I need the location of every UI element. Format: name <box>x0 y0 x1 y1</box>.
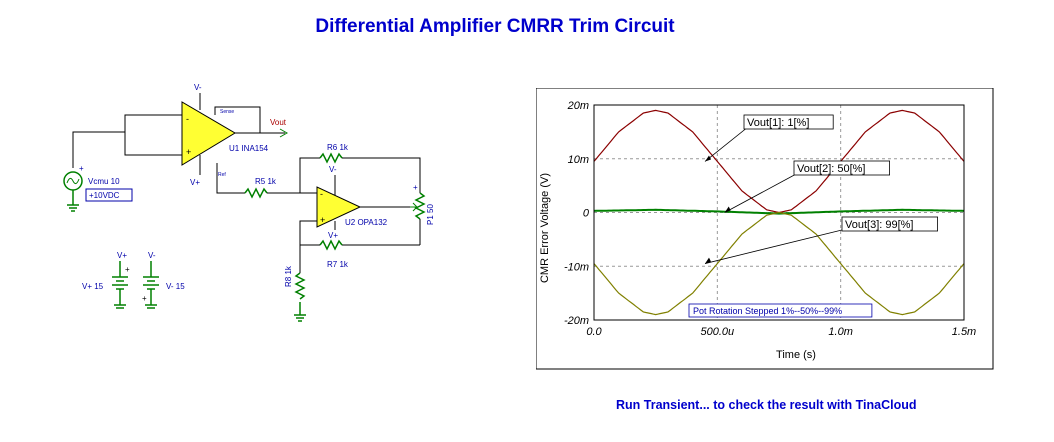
svg-text:-: - <box>186 114 189 124</box>
plot-area <box>593 104 965 321</box>
r6-label: R6 1k <box>327 143 349 152</box>
u1-ref: Ref <box>218 172 226 178</box>
vpos-label: V+ <box>117 251 127 260</box>
footer-link[interactable]: Run Transient... to check the result wit… <box>616 398 917 412</box>
y-tick-label: -20m <box>564 315 589 327</box>
series-leader-1 <box>704 126 749 162</box>
pot-rotation-label: Pot Rotation Stepped 1%--50%--99% <box>693 306 842 316</box>
p1-label: P1 50 <box>426 204 435 225</box>
r6[interactable] <box>319 152 343 164</box>
u1-opamp[interactable] <box>181 101 236 166</box>
u1-vminus: V- <box>194 83 202 92</box>
series-label-box-1 <box>743 114 834 130</box>
svg-text:+: + <box>186 147 191 157</box>
vout-label: Vout <box>270 118 287 127</box>
series-label-1: Vout[1]: 1[%] <box>747 117 809 129</box>
vcm-label: Vcmu 10 <box>88 177 120 186</box>
y-axis-label: CMR Error Voltage (V) <box>539 173 551 283</box>
series-label-box-2 <box>793 160 890 176</box>
vneg-label: V- <box>148 251 156 260</box>
y-tick-label: 0 <box>583 208 590 220</box>
series-label-3: Vout[3]: 99[%] <box>845 219 914 231</box>
svg-text:+: + <box>79 164 84 173</box>
series-leader-3 <box>704 228 847 264</box>
vneg-name: V- 15 <box>166 282 185 291</box>
r8[interactable] <box>294 272 306 300</box>
r5[interactable] <box>244 187 268 199</box>
pot-rotation-box <box>688 303 873 318</box>
x-tick-label: 0.0 <box>586 326 602 338</box>
series-line-2 <box>593 208 965 215</box>
series-leader-arrow-1 <box>705 155 711 162</box>
x-axis-label: Time (s) <box>776 349 816 361</box>
svg-text:+: + <box>413 183 418 192</box>
x-tick-label: 500.0u <box>701 326 735 338</box>
schematic: - + + Vcmu 10 +10VDC V- V+ Sense Ref U1 … <box>63 83 435 322</box>
u1-label: U1 INA154 <box>229 144 269 153</box>
series-leader-arrow-3 <box>705 257 711 264</box>
vpos-name: V+ 15 <box>82 282 104 291</box>
u2-vplus: V+ <box>328 231 338 240</box>
series-label-2: Vout[2]: 50[%] <box>797 163 866 175</box>
u1-vplus: V+ <box>190 178 200 187</box>
p1-pot[interactable] <box>414 192 426 220</box>
series-label-box-3 <box>841 216 938 232</box>
series-leader-2 <box>724 172 799 213</box>
r7[interactable] <box>319 239 343 251</box>
r5-label: R5 1k <box>255 177 277 186</box>
u2-label: U2 OPA132 <box>345 218 388 227</box>
svg-text:+: + <box>142 294 147 303</box>
cmr-chart: 0.0 500.0u 1.0m 1.5m 20m 10m 0 -10m -20m CMR Err… <box>536 88 994 370</box>
u2-opamp[interactable] <box>316 186 362 228</box>
series-leader-arrow-2 <box>724 206 731 213</box>
y-tick-label: 20m <box>567 100 589 112</box>
u1-sense: Sense <box>220 109 234 115</box>
series-line-3 <box>593 211 965 316</box>
x-tick-label: 1.5m <box>952 326 976 338</box>
svg-text:+: + <box>125 265 130 274</box>
x-tick-label: 1.0m <box>828 326 852 338</box>
page-title: Differential Amplifier CMRR Trim Circuit <box>315 16 675 37</box>
vcm-dc: +10VDC <box>89 191 120 200</box>
r8-label: R8 1k <box>284 265 293 287</box>
r7-label: R7 1k <box>327 260 349 269</box>
svg-text:-: - <box>320 189 323 199</box>
y-tick-label: 10m <box>568 154 589 166</box>
svg-text:+: + <box>320 215 325 225</box>
y-tick-label: -10m <box>564 261 589 273</box>
u2-vminus: V- <box>329 165 337 174</box>
